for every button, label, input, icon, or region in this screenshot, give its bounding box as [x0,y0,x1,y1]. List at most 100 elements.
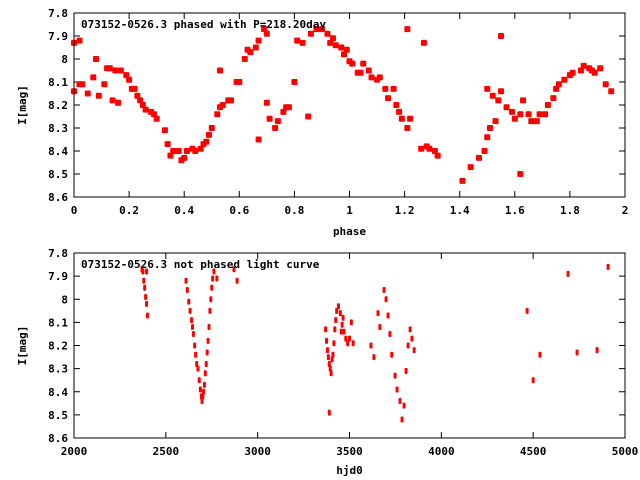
data-point [555,81,562,88]
data-point [131,85,138,92]
data-point [495,97,502,104]
data-point [332,42,339,49]
data-point [327,409,331,416]
y-tick-label: 7.8 [48,7,68,20]
y-tick-label: 8.1 [48,316,68,329]
data-point [517,171,524,177]
data-point [203,138,210,145]
data-point [509,108,516,115]
data-point [211,275,215,282]
data-point [390,85,397,92]
data-point [139,102,146,108]
data-point [575,349,579,356]
data-point [404,125,411,131]
x-tick-label: 1.4 [450,204,470,217]
data-point [412,347,416,354]
data-point [531,377,535,384]
data-point [580,62,587,69]
y-tick-label: 7.9 [48,30,68,43]
data-point [569,69,576,76]
data-point [217,67,224,74]
data-point [467,164,474,171]
data-point [418,145,425,152]
y-tick-label: 8 [61,293,68,306]
data-point [340,321,344,328]
data-point [90,74,97,81]
data-point [393,102,400,108]
data-point [208,125,215,131]
data-point [349,60,356,67]
x-tick-label: 5000 [612,445,639,458]
y-tick-label: 7.9 [48,270,68,283]
data-point [326,354,330,361]
data-point [517,111,524,118]
y-tick-label: 8.2 [48,99,68,112]
data-point [236,79,243,85]
data-point [161,127,168,134]
y-tick-label: 8.5 [48,409,68,422]
data-point [263,99,270,106]
data-point [388,330,392,337]
data-point [536,111,543,118]
data-point [325,347,329,354]
data-point [208,307,212,314]
x-tick-label: 0.6 [229,204,249,217]
data-point [338,310,342,317]
data-point [426,145,433,152]
data-point [553,85,560,92]
data-point [117,67,124,74]
data-point [193,342,197,349]
data-point [561,76,568,83]
data-point [212,268,216,275]
data-point [126,76,133,83]
data-point [484,134,491,141]
data-point [331,351,335,358]
data-point [341,314,345,321]
data-point [528,118,535,125]
data-point [247,49,254,56]
data-point [340,51,347,58]
data-point [511,115,518,122]
data-point [400,416,404,423]
data-point [142,277,146,284]
y-tick-label: 8.4 [48,145,68,158]
data-point [344,335,348,342]
data-point [492,118,499,125]
data-point [255,136,262,143]
data-point [533,118,540,125]
x-tick-label: 1.8 [560,204,580,217]
data-point [115,99,122,106]
data-point [255,37,262,44]
data-point [410,335,414,342]
data-point [197,145,204,152]
data-point [164,141,171,148]
data-point [137,97,144,104]
data-point [123,72,130,79]
data-point [481,148,488,154]
data-point [195,361,199,367]
data-point [210,284,214,291]
data-point [324,326,328,333]
data-point [329,370,333,377]
data-point [544,102,551,108]
data-point [191,330,195,337]
data-point [95,92,102,99]
data-point [214,111,221,118]
data-point [484,85,491,92]
data-point [261,26,268,33]
x-tick-label: 0.8 [284,204,304,217]
data-point [360,60,367,67]
x-tick-label: 4000 [428,445,455,458]
data-point [299,39,306,46]
data-point [338,44,345,51]
data-point [398,115,405,122]
data-point [272,125,279,131]
data-point [390,351,394,358]
x-tick-label: 2500 [153,445,180,458]
data-point [431,148,438,154]
data-point [606,263,610,270]
data-point [343,46,350,53]
data-point [187,298,191,305]
data-point [188,307,192,314]
x-tick-label: 1 [346,204,353,217]
